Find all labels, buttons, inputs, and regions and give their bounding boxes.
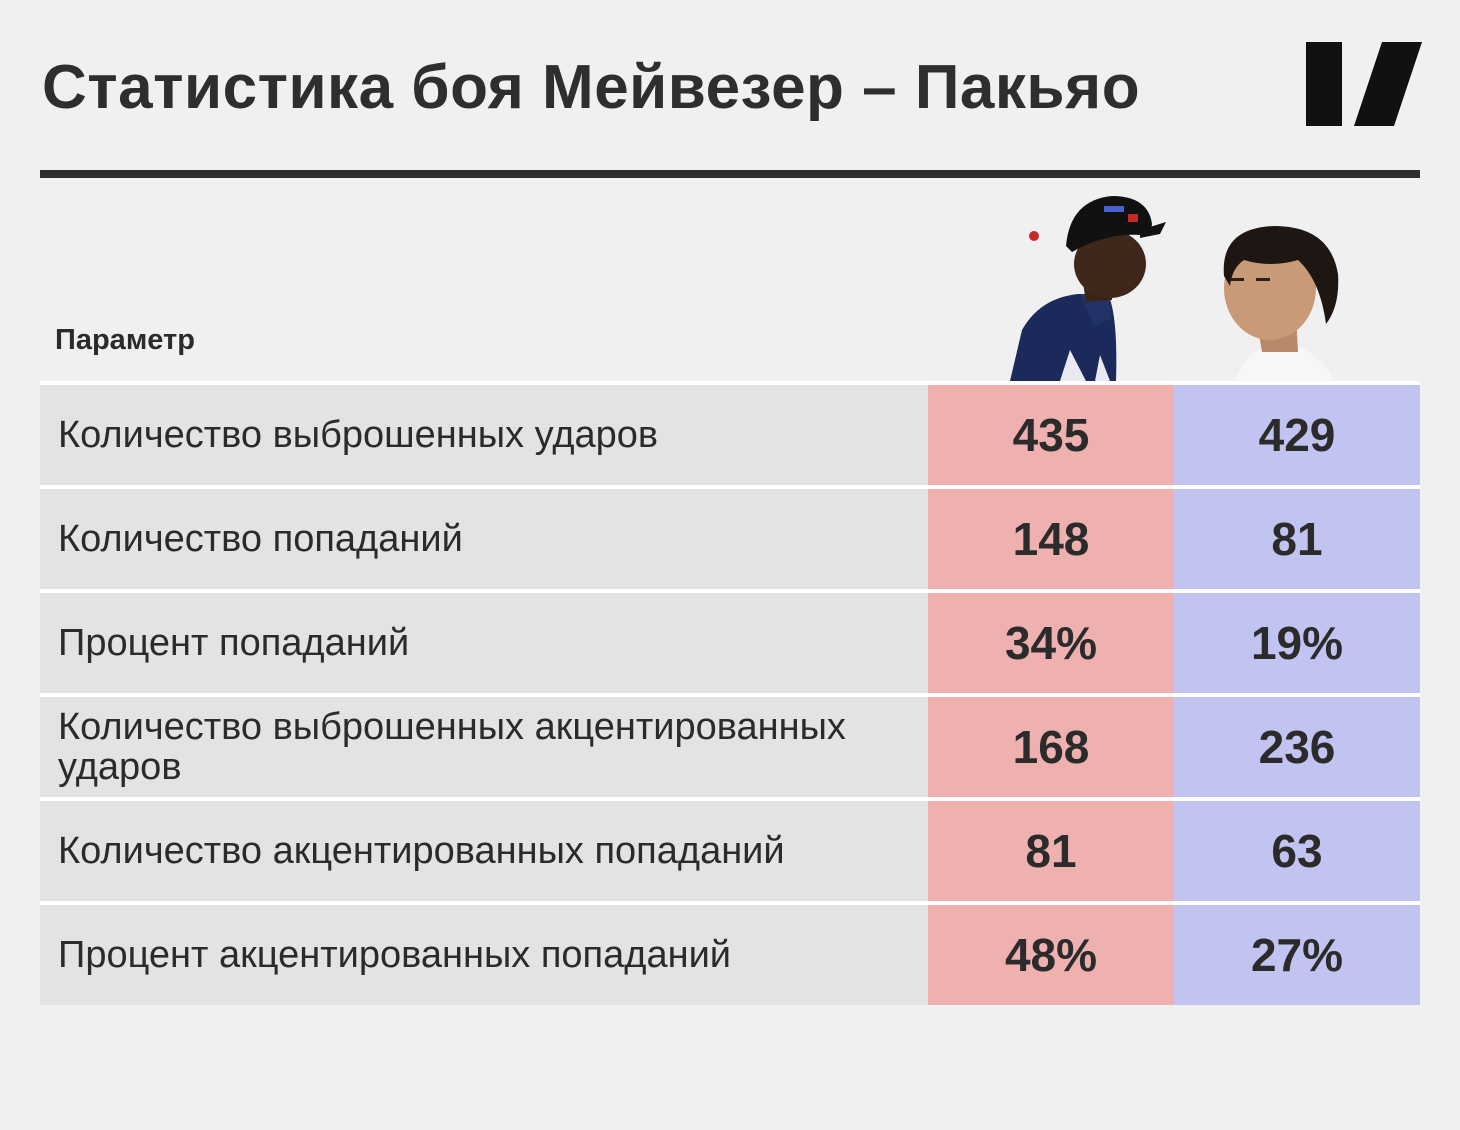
pacquiao-value: 236	[1174, 697, 1420, 797]
table-row: Количество акцентированных попаданий 81 63	[40, 797, 1420, 901]
table-row: Процент акцентированных попаданий 48% 27%	[40, 901, 1420, 1005]
title-divider	[40, 170, 1420, 178]
pacquiao-value: 429	[1174, 385, 1420, 485]
mayweather-value: 48%	[928, 905, 1174, 1005]
row-label: Количество выброшенных акцентированных у…	[58, 706, 846, 788]
mayweather-value: 81	[928, 801, 1174, 901]
row-label: Процент попаданий	[58, 622, 410, 664]
pacquiao-value: 81	[1174, 489, 1420, 589]
mayweather-value: 34%	[928, 593, 1174, 693]
mayweather-value: 168	[928, 697, 1174, 797]
table-row: Процент попаданий 34% 19%	[40, 589, 1420, 693]
mayweather-portrait	[1010, 196, 1166, 381]
param-column-header: Параметр	[55, 324, 195, 356]
pacquiao-value: 27%	[1174, 905, 1420, 1005]
row-label-cell: Количество акцентированных попаданий	[40, 801, 928, 901]
brand-logo	[1306, 42, 1422, 126]
table-row: Количество выброшенных акцентированных у…	[40, 693, 1420, 797]
stats-table: Количество выброшенных ударов 435 429 Колич…	[40, 381, 1420, 1005]
table-row: Количество выброшенных ударов 435 429	[40, 381, 1420, 485]
row-label-cell: Количество выброшенных ударов	[40, 385, 928, 485]
pacquiao-portrait	[1223, 226, 1339, 381]
row-label: Количество выброшенных ударов	[58, 414, 659, 456]
row-label: Количество акцентированных попаданий	[58, 830, 785, 872]
row-label: Процент акцентированных попаданий	[58, 934, 732, 976]
row-label-cell: Процент попаданий	[40, 593, 928, 693]
mayweather-value: 435	[928, 385, 1174, 485]
row-label-cell: Количество выброшенных акцентированных у…	[40, 697, 928, 797]
row-label: Количество попаданий	[58, 518, 463, 560]
pacquiao-value: 19%	[1174, 593, 1420, 693]
row-label-cell: Количество попаданий	[40, 489, 928, 589]
mayweather-value: 148	[928, 489, 1174, 589]
row-label-cell: Процент акцентированных попаданий	[40, 905, 928, 1005]
page-title: Статистика боя Мейвезер – Пакьяо	[42, 53, 1141, 122]
table-row: Количество попаданий 148 81	[40, 485, 1420, 589]
pacquiao-value: 63	[1174, 801, 1420, 901]
